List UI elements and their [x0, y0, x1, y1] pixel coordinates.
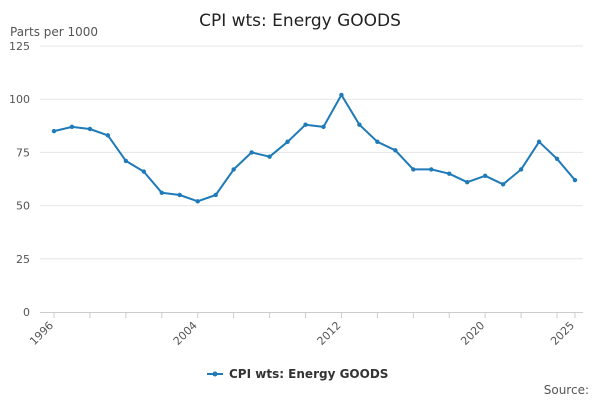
data-point[interactable]: [500, 182, 506, 187]
y-axis-label: Parts per 1000: [10, 25, 98, 39]
data-point[interactable]: [195, 199, 200, 204]
data-point[interactable]: [69, 124, 75, 130]
series-group: [51, 92, 578, 204]
data-point[interactable]: [321, 124, 326, 130]
data-point[interactable]: [249, 150, 254, 155]
data-point[interactable]: [123, 158, 129, 164]
data-point[interactable]: [482, 173, 488, 179]
x-tick-label: 2025: [548, 319, 577, 348]
data-point[interactable]: [141, 169, 147, 174]
data-point[interactable]: [447, 171, 452, 176]
x-tick-label: 2020: [458, 319, 487, 348]
data-point[interactable]: [231, 167, 236, 172]
y-axis-ticks: 0 25 50 75 100 125: [9, 40, 30, 319]
data-point[interactable]: [393, 148, 398, 153]
y-tick-label: 25: [16, 253, 30, 266]
data-point[interactable]: [465, 179, 470, 185]
data-point[interactable]: [105, 133, 111, 138]
data-point[interactable]: [339, 92, 344, 98]
y-tick-label: 75: [16, 146, 30, 159]
y-tick-label: 50: [16, 200, 30, 213]
data-point[interactable]: [213, 192, 218, 198]
data-point[interactable]: [51, 128, 57, 134]
legend[interactable]: CPI wts: Energy GOODS: [207, 367, 388, 381]
data-point[interactable]: [518, 167, 524, 172]
data-point[interactable]: [536, 139, 542, 144]
data-point[interactable]: [303, 122, 308, 127]
y-tick-label: 100: [9, 93, 30, 106]
data-point[interactable]: [411, 167, 416, 172]
data-point[interactable]: [375, 139, 380, 144]
x-tick-label: 2004: [171, 319, 200, 348]
chart-title: CPI wts: Energy GOODS: [199, 11, 401, 31]
legend-swatch-marker: [212, 371, 218, 377]
data-point[interactable]: [159, 190, 164, 196]
series-line: [53, 93, 576, 203]
x-axis-ticks: 1996 2004 2012 2020 2025: [27, 312, 577, 348]
data-point[interactable]: [267, 154, 272, 159]
gridlines: [40, 45, 583, 260]
x-tick-label: 1996: [27, 319, 56, 348]
data-point[interactable]: [177, 192, 182, 198]
legend-label: CPI wts: Energy GOODS: [229, 367, 388, 381]
data-point[interactable]: [572, 177, 578, 183]
data-point[interactable]: [554, 156, 560, 161]
data-point[interactable]: [285, 139, 290, 144]
y-tick-label: 0: [23, 306, 30, 319]
data-point[interactable]: [357, 122, 362, 127]
source-label: Source:: [544, 383, 589, 397]
data-point[interactable]: [429, 167, 434, 172]
y-tick-label: 125: [9, 40, 30, 53]
x-tick-label: 2012: [315, 319, 344, 348]
data-point[interactable]: [87, 126, 93, 132]
